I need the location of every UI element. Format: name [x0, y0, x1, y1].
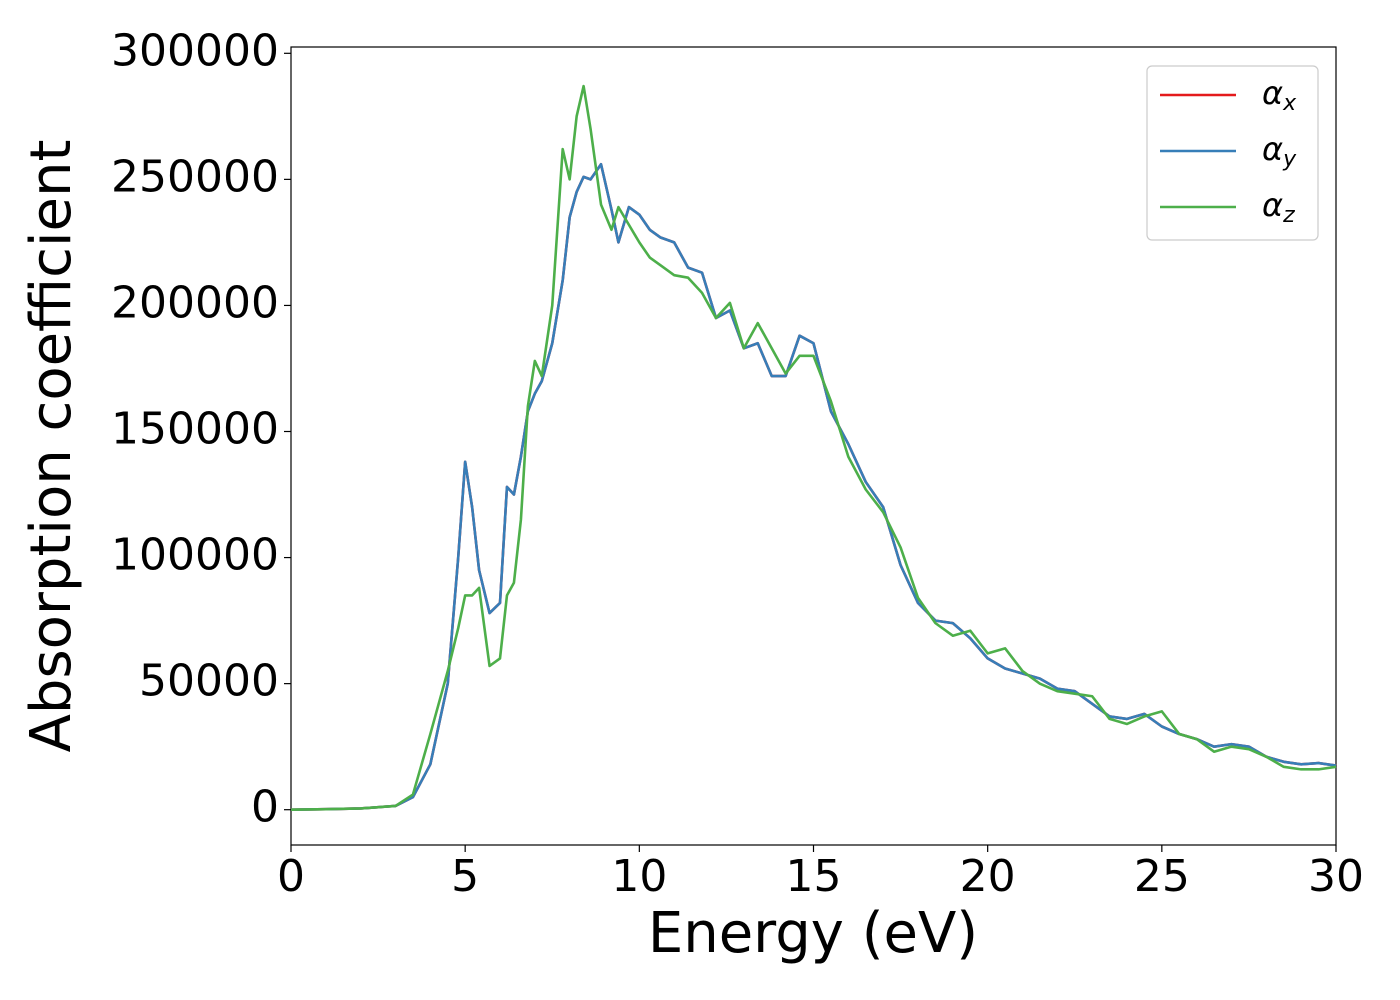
legend-label-sub: x [1282, 91, 1297, 116]
legend-label: αx [1262, 74, 1297, 116]
x-tick-label: 25 [1134, 851, 1190, 902]
y-tick-label: 200000 [111, 277, 279, 328]
x-tick-label: 5 [451, 851, 479, 902]
legend-label-sub: y [1282, 147, 1297, 172]
y-tick-label: 50000 [139, 656, 279, 707]
legend-label-main: α [1262, 130, 1283, 168]
series-line [290, 162, 1337, 811]
legend-box [1146, 65, 1319, 241]
legend-label-main: α [1262, 186, 1283, 224]
y-axis-label: Absorption coefficient [19, 140, 84, 753]
y-tick-label: 300000 [111, 25, 279, 76]
x-tick-label: 20 [960, 851, 1016, 902]
legend-label-main: α [1262, 74, 1283, 112]
series-line [290, 84, 1337, 811]
y-tick-label: 150000 [111, 404, 279, 455]
y-tick-label: 100000 [111, 530, 279, 581]
x-tick-label: 15 [786, 851, 842, 902]
series-line [290, 162, 1337, 811]
x-tick-label: 10 [611, 851, 667, 902]
x-tick-label: 0 [277, 851, 305, 902]
x-axis-label: Energy (eV) [648, 901, 978, 966]
legend-label: αz [1262, 186, 1295, 228]
x-tick-label: 30 [1308, 851, 1364, 902]
y-tick-label: 0 [251, 782, 279, 833]
legend-label-sub: z [1282, 203, 1295, 228]
legend-label: αy [1262, 130, 1297, 172]
y-tick-label: 250000 [111, 151, 279, 202]
